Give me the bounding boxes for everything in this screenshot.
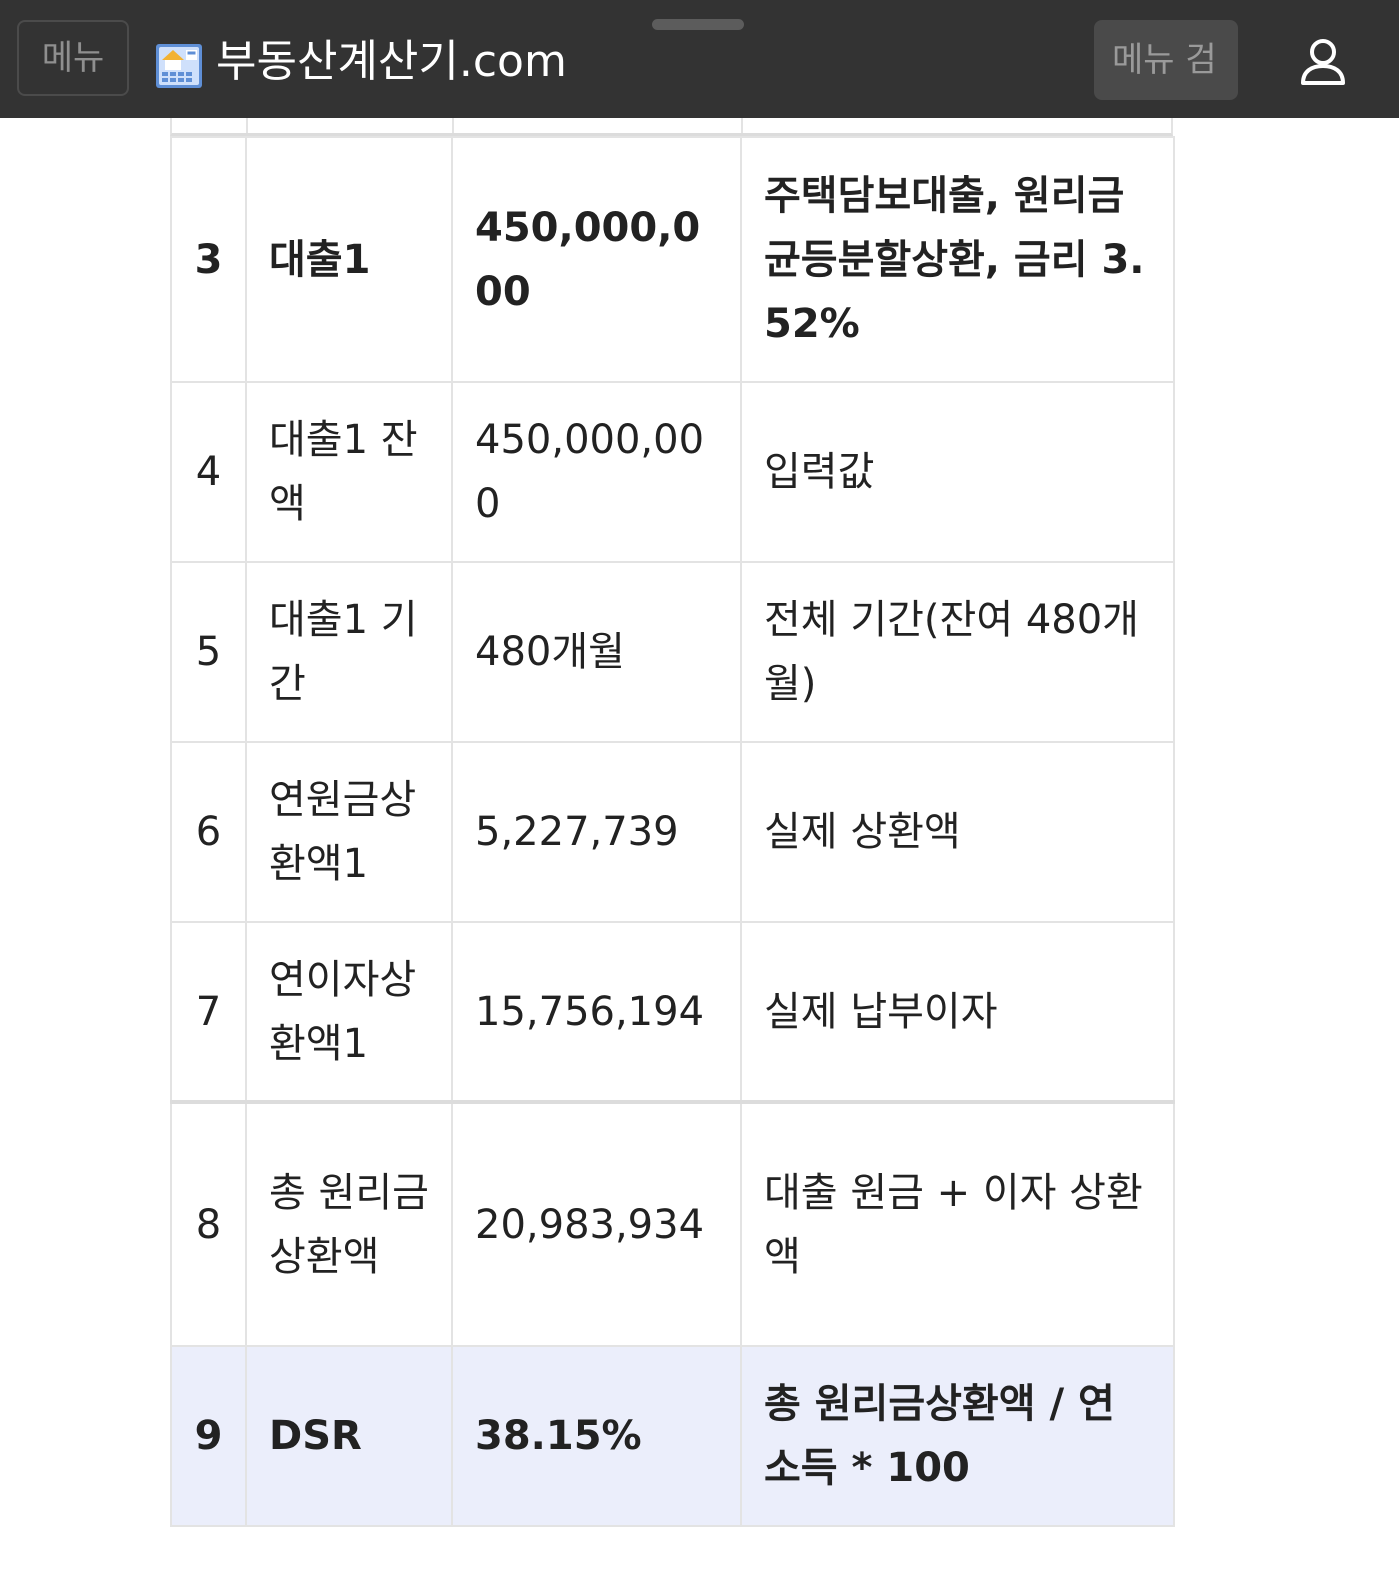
row-value: 5,227,739 [451,741,742,923]
row-item: 대출1 [245,136,453,383]
table-previous-row-fragment [170,118,1173,136]
row-number: 6 [170,741,247,923]
table-row: 8 총 원리금상환액 20,983,934 대출 원금 + 이자 상환액 [170,1100,1175,1347]
row-description: 실제 납부이자 [740,921,1175,1103]
row-value: 450,000,000 [451,381,742,563]
row-value: 20,983,934 [451,1100,742,1347]
user-icon[interactable] [1300,38,1346,86]
menu-button[interactable]: 메뉴 [17,20,129,96]
row-item: 연원금상환액1 [245,741,453,923]
row-item: 연이자상환액1 [245,921,453,1103]
menu-search-button[interactable]: 메뉴 검 [1094,20,1238,100]
row-value: 38.15% [451,1345,742,1527]
row-description: 총 원리금상환액 / 연소득 * 100 [740,1345,1175,1527]
table-row: 6 연원금상환액1 5,227,739 실제 상환액 [170,741,1175,923]
row-item: 총 원리금상환액 [245,1100,453,1347]
row-item: 대출1 기간 [245,561,453,743]
row-number: 5 [170,561,247,743]
row-description: 입력값 [740,381,1175,563]
top-navigation-bar: 메뉴 부동산계산기.com 메뉴 검 [0,0,1399,118]
row-number: 4 [170,381,247,563]
row-number: 8 [170,1100,247,1347]
row-number: 9 [170,1345,247,1527]
row-description: 전체 기간(잔여 480개월) [740,561,1175,743]
table-row: 3 대출1 450,000,000 주택담보대출, 원리금균등분할상환, 금리 … [170,136,1175,383]
row-number: 7 [170,921,247,1103]
row-item: DSR [245,1345,453,1527]
table-row: 4 대출1 잔액 450,000,000 입력값 [170,381,1175,563]
dsr-result-row: 9 DSR 38.15% 총 원리금상환액 / 연소득 * 100 [170,1345,1175,1527]
site-title[interactable]: 부동산계산기.com [216,36,567,87]
table-row: 5 대출1 기간 480개월 전체 기간(잔여 480개월) [170,561,1175,743]
row-item: 대출1 잔액 [245,381,453,563]
row-value: 15,756,194 [451,921,742,1103]
table-row: 7 연이자상환액1 15,756,194 실제 납부이자 [170,921,1175,1103]
row-description: 주택담보대출, 원리금균등분할상환, 금리 3.52% [740,136,1175,383]
row-number: 3 [170,136,247,383]
row-description: 대출 원금 + 이자 상환액 [740,1100,1175,1347]
building-calculator-icon[interactable] [156,44,202,88]
row-description: 실제 상환액 [740,741,1175,923]
row-value: 450,000,000 [451,136,742,383]
row-value: 480개월 [451,561,742,743]
drag-handle[interactable] [652,19,744,30]
dsr-calculation-table: 3 대출1 450,000,000 주택담보대출, 원리금균등분할상환, 금리 … [170,118,1175,1527]
